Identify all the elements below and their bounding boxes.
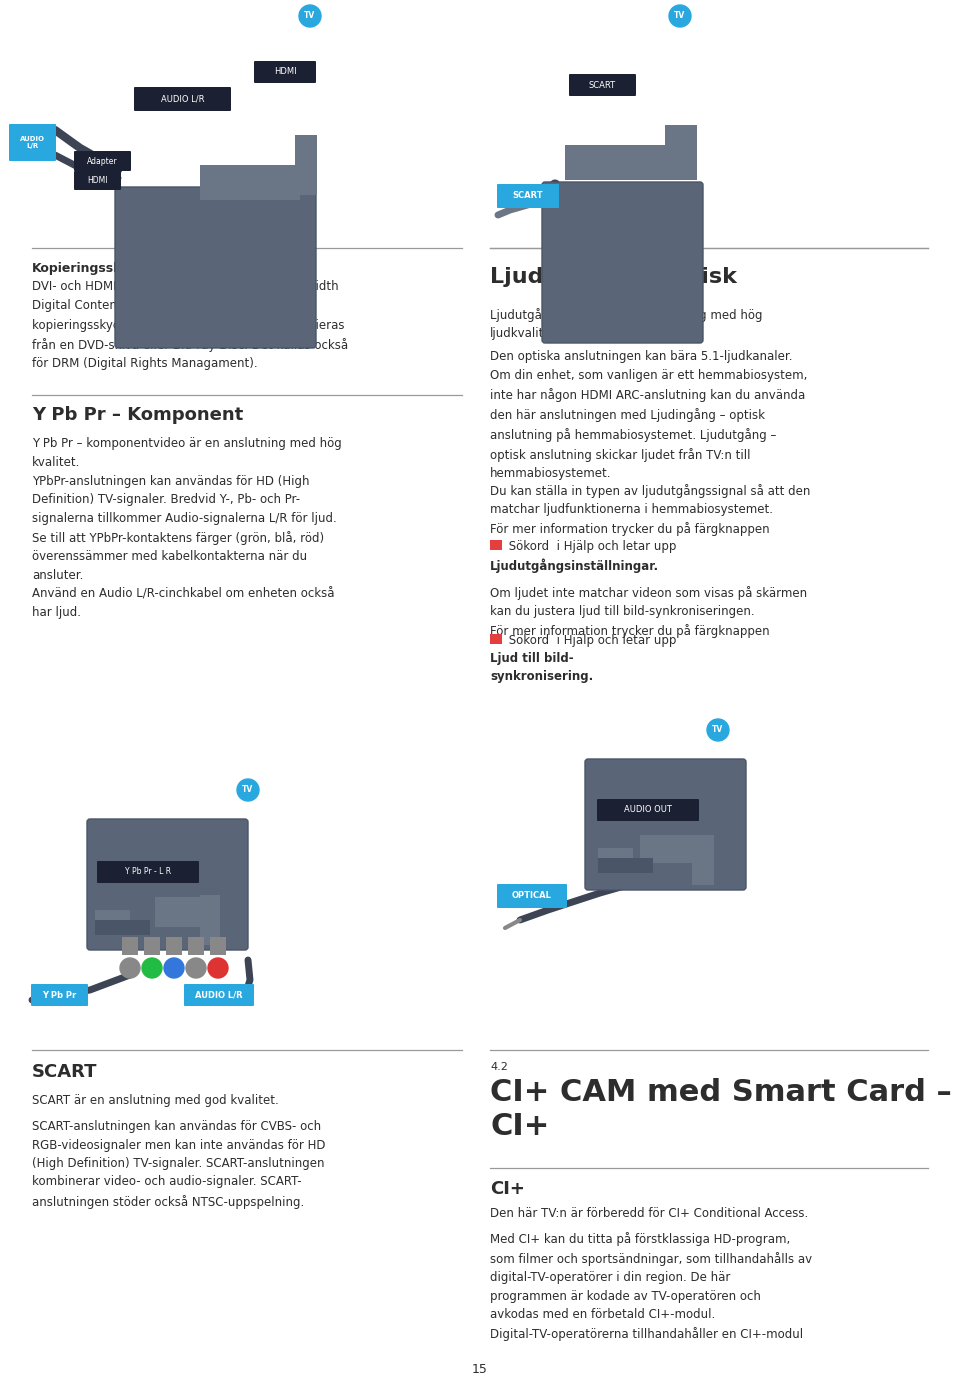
FancyBboxPatch shape	[31, 983, 88, 1005]
Bar	[640, 835, 705, 863]
Bar	[692, 835, 714, 885]
Text: Med CI+ kan du titta på förstklassiga HD-program,
som filmer och sportsändningar: Med CI+ kan du titta på förstklassiga HD…	[490, 1232, 812, 1342]
FancyBboxPatch shape	[569, 75, 636, 95]
Text: Y Pb Pr - L R: Y Pb Pr - L R	[125, 867, 171, 877]
Text: Se till att YPbPr-kontaktens färger (grön, blå, röd)
överenssämmer med kabelkont: Se till att YPbPr-kontaktens färger (grö…	[32, 531, 334, 620]
Text: Den optiska anslutningen kan bära 5.1-ljudkanaler.
Om din enhet, som vanligen är: Den optiska anslutningen kan bära 5.1-lj…	[490, 350, 807, 480]
Text: synkronisering.: synkronisering.	[490, 669, 593, 683]
Circle shape	[669, 6, 691, 28]
FancyBboxPatch shape	[497, 884, 567, 909]
Bar	[598, 857, 653, 873]
Text: SCART: SCART	[513, 191, 543, 201]
Text: YPbPr-anslutningen kan användas för HD (High
Definition) TV-signaler. Bredvid Y-: YPbPr-anslutningen kan användas för HD (…	[32, 474, 337, 526]
Circle shape	[142, 958, 162, 978]
Bar	[598, 848, 633, 869]
Text: Sökord  i Hjälp och letar upp: Sökord i Hjälp och letar upp	[505, 539, 677, 553]
FancyBboxPatch shape	[597, 799, 699, 822]
Text: TV: TV	[712, 726, 724, 734]
Circle shape	[164, 958, 184, 978]
FancyBboxPatch shape	[74, 171, 121, 189]
FancyBboxPatch shape	[497, 184, 559, 207]
Circle shape	[237, 779, 259, 801]
Text: HDMI: HDMI	[87, 176, 108, 185]
FancyBboxPatch shape	[542, 183, 703, 343]
Circle shape	[208, 958, 228, 978]
Text: Ljudutgångsinställningar.: Ljudutgångsinställningar.	[490, 557, 660, 573]
Text: SCART-anslutningen kan användas för CVBS- och
RGB-videosignaler men kan inte anv: SCART-anslutningen kan användas för CVBS…	[32, 1120, 325, 1209]
Text: TV: TV	[242, 786, 253, 794]
Text: Kopieringsskydd: Kopieringsskydd	[32, 261, 148, 275]
Bar	[200, 165, 300, 201]
Text: HDMI: HDMI	[274, 68, 297, 76]
Text: AUDIO
L/R: AUDIO L/R	[20, 136, 45, 149]
Text: Y Pb Pr – Komponent: Y Pb Pr – Komponent	[32, 407, 243, 425]
FancyBboxPatch shape	[254, 61, 316, 83]
Text: Den här TV:n är förberedd för CI+ Conditional Access.: Den här TV:n är förberedd för CI+ Condit…	[490, 1207, 808, 1220]
Text: 15: 15	[472, 1364, 488, 1376]
Bar	[665, 124, 697, 180]
FancyBboxPatch shape	[184, 983, 254, 1005]
Text: Ljudutgång – optisk är en anslutning med hög
ljudkvalitet.: Ljudutgång – optisk är en anslutning med…	[490, 308, 762, 340]
FancyBboxPatch shape	[115, 187, 316, 349]
Text: Ljudutgång – optisk: Ljudutgång – optisk	[490, 264, 737, 288]
Text: SCART: SCART	[32, 1064, 98, 1082]
Circle shape	[299, 6, 321, 28]
FancyBboxPatch shape	[585, 759, 746, 891]
Bar	[295, 136, 317, 195]
Bar	[166, 938, 182, 956]
Bar	[490, 539, 502, 550]
FancyBboxPatch shape	[9, 124, 56, 160]
Bar	[490, 633, 502, 644]
Text: Om ljudet inte matchar videon som visas på skärmen
kan du justera ljud till bild: Om ljudet inte matchar videon som visas …	[490, 586, 807, 639]
Bar	[200, 895, 220, 945]
Bar	[565, 145, 685, 180]
FancyBboxPatch shape	[134, 87, 231, 111]
Text: OPTICAL: OPTICAL	[512, 892, 552, 900]
FancyBboxPatch shape	[97, 862, 199, 882]
Text: Adapter: Adapter	[87, 156, 118, 166]
Text: CI+: CI+	[490, 1180, 525, 1198]
FancyBboxPatch shape	[74, 151, 131, 171]
Text: SCART: SCART	[588, 80, 616, 90]
Circle shape	[707, 719, 729, 741]
Circle shape	[120, 958, 140, 978]
Text: AUDIO L/R: AUDIO L/R	[160, 94, 204, 104]
Text: CI+ CAM med Smart Card –
CI+: CI+ CAM med Smart Card – CI+	[490, 1077, 951, 1141]
Circle shape	[186, 958, 206, 978]
Text: Y Pb Pr – komponentvideo är en anslutning med hög
kvalitet.: Y Pb Pr – komponentvideo är en anslutnin…	[32, 437, 342, 469]
Bar	[210, 938, 226, 956]
Bar	[155, 898, 215, 927]
Text: AUDIO OUT: AUDIO OUT	[624, 805, 672, 815]
Text: 4.2: 4.2	[490, 1062, 508, 1072]
Text: Y Pb Pr: Y Pb Pr	[42, 990, 77, 1000]
Bar	[95, 920, 150, 935]
Text: Ljud till bild-: Ljud till bild-	[490, 651, 574, 665]
Text: TV: TV	[674, 11, 685, 21]
Text: TV: TV	[304, 11, 316, 21]
Bar	[95, 910, 130, 935]
Bar	[144, 938, 160, 956]
Text: DVI- och HDMI-kablar stöder HDCP (High-bandwidth
Digital Content Protection). HD: DVI- och HDMI-kablar stöder HDCP (High-b…	[32, 279, 348, 371]
Text: SCART är en anslutning med god kvalitet.: SCART är en anslutning med god kvalitet.	[32, 1094, 278, 1106]
Bar	[122, 938, 138, 956]
Text: Du kan ställa in typen av ljudutgångssignal så att den
matchar ljudfunktionerna : Du kan ställa in typen av ljudutgångssig…	[490, 484, 810, 537]
Bar	[188, 938, 204, 956]
FancyBboxPatch shape	[87, 819, 248, 950]
Text: Sökord  i Hjälp och letar upp: Sökord i Hjälp och letar upp	[505, 633, 677, 647]
Text: AUDIO L/R: AUDIO L/R	[195, 990, 243, 1000]
